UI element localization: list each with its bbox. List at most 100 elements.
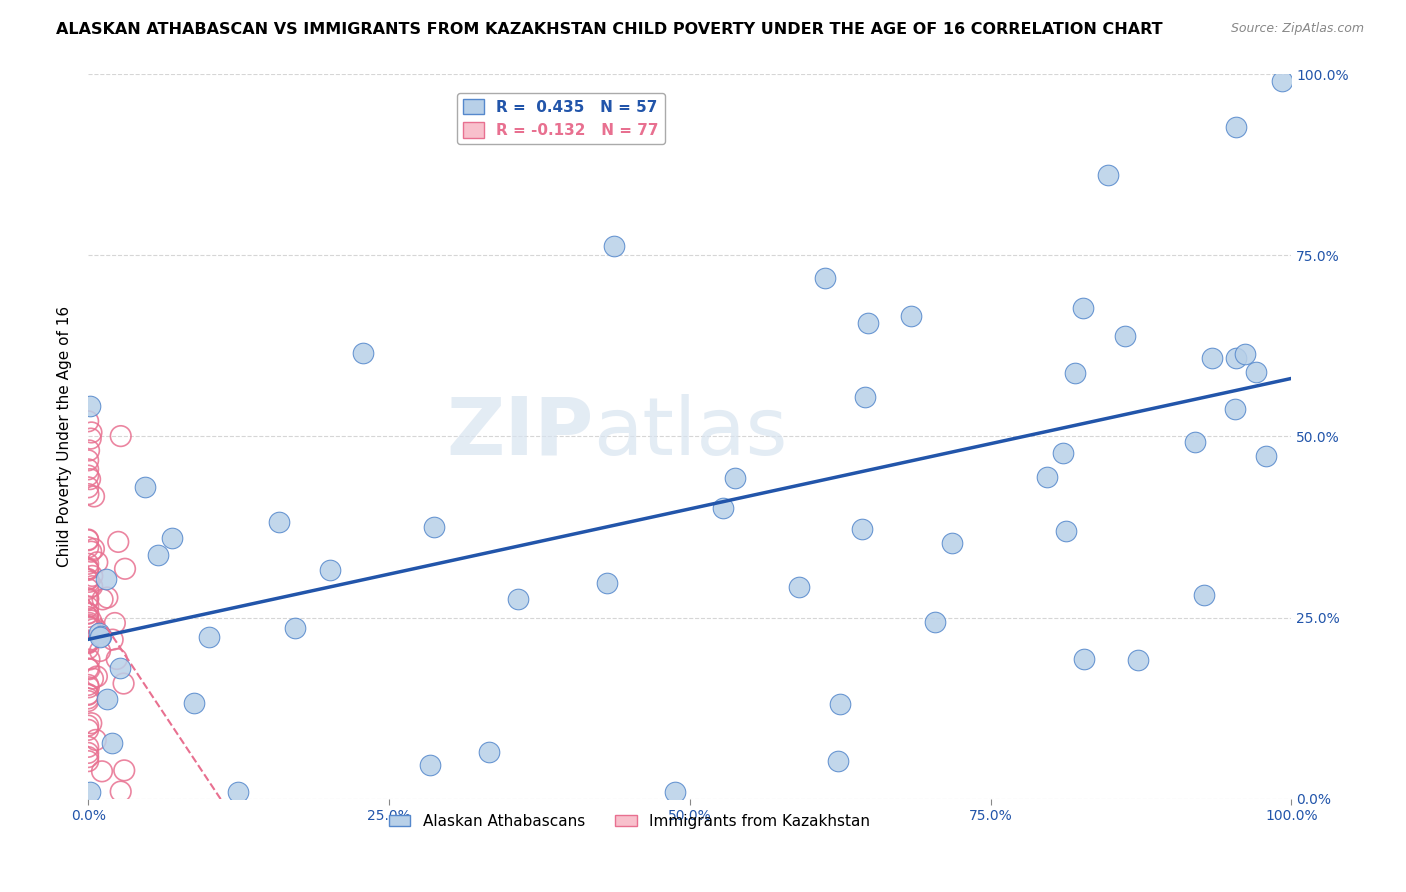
Point [226, 784, 249, 798]
Point [77, 635, 100, 649]
Point [83, 490, 105, 504]
Point [77, 718, 100, 732]
Point [77, 607, 100, 621]
Point [112, 676, 135, 690]
Point [110, 429, 132, 443]
Y-axis label: Child Poverty Under the Age of 16: Child Poverty Under the Age of 16 [58, 306, 72, 567]
Point [352, 345, 374, 359]
Point [724, 471, 747, 485]
Point [82, 672, 104, 686]
Point [478, 745, 501, 759]
Point [77, 591, 100, 606]
Point [87, 625, 110, 640]
Point [1225, 351, 1247, 365]
Point [77, 572, 100, 586]
Point [77, 533, 100, 548]
Point [319, 563, 342, 577]
Point [1201, 351, 1223, 366]
Point [77, 582, 100, 596]
Point [89, 630, 111, 644]
Point [82, 569, 104, 583]
Point [77, 487, 100, 501]
Point [77, 557, 100, 571]
Point [96, 692, 118, 706]
Point [423, 519, 446, 533]
Point [77, 573, 100, 587]
Point [77, 468, 100, 483]
Legend: Alaskan Athabascans, Immigrants from Kazakhstan: Alaskan Athabascans, Immigrants from Kaz… [382, 807, 876, 835]
Point [77, 723, 100, 737]
Point [77, 615, 100, 630]
Point [603, 239, 626, 253]
Point [1114, 329, 1136, 343]
Point [183, 696, 205, 710]
Point [1071, 301, 1094, 315]
Point [853, 390, 876, 404]
Point [91, 592, 114, 607]
Point [856, 316, 879, 330]
Point [162, 532, 184, 546]
Point [77, 443, 100, 458]
Point [711, 501, 734, 516]
Point [900, 310, 922, 324]
Point [90, 629, 112, 643]
Text: ZIP: ZIP [446, 393, 593, 472]
Point [1225, 120, 1247, 135]
Point [1097, 168, 1119, 182]
Point [77, 563, 100, 577]
Point [114, 562, 136, 576]
Point [89, 644, 111, 658]
Point [814, 271, 837, 285]
Point [146, 548, 169, 562]
Point [80, 432, 103, 446]
Point [77, 661, 100, 675]
Point [77, 562, 100, 576]
Point [77, 750, 100, 764]
Point [198, 630, 221, 644]
Point [924, 615, 946, 629]
Point [80, 614, 103, 628]
Point [80, 716, 103, 731]
Point [83, 541, 105, 556]
Point [77, 662, 100, 676]
Point [77, 688, 100, 702]
Point [104, 615, 127, 630]
Point [77, 754, 100, 768]
Point [77, 687, 100, 701]
Point [77, 636, 100, 650]
Point [1256, 449, 1278, 463]
Point [77, 541, 100, 555]
Point [77, 592, 100, 607]
Point [108, 661, 131, 675]
Point [101, 632, 124, 647]
Point [83, 622, 105, 636]
Point [80, 544, 103, 558]
Point [77, 561, 100, 575]
Point [595, 575, 617, 590]
Point [77, 606, 100, 620]
Point [77, 533, 100, 547]
Point [1271, 74, 1294, 88]
Point [664, 784, 686, 798]
Point [851, 522, 873, 536]
Point [1223, 401, 1246, 416]
Point [827, 754, 849, 768]
Point [1036, 470, 1059, 484]
Point [1064, 366, 1087, 380]
Point [941, 536, 963, 550]
Point [100, 736, 122, 750]
Point [77, 620, 100, 634]
Point [134, 480, 156, 494]
Text: Source: ZipAtlas.com: Source: ZipAtlas.com [1230, 22, 1364, 36]
Point [79, 784, 101, 798]
Point [82, 579, 104, 593]
Point [828, 697, 851, 711]
Point [77, 681, 100, 695]
Point [77, 641, 100, 656]
Point [1052, 446, 1074, 460]
Point [80, 425, 103, 440]
Point [84, 732, 107, 747]
Point [96, 591, 118, 605]
Point [77, 620, 100, 634]
Point [77, 414, 100, 428]
